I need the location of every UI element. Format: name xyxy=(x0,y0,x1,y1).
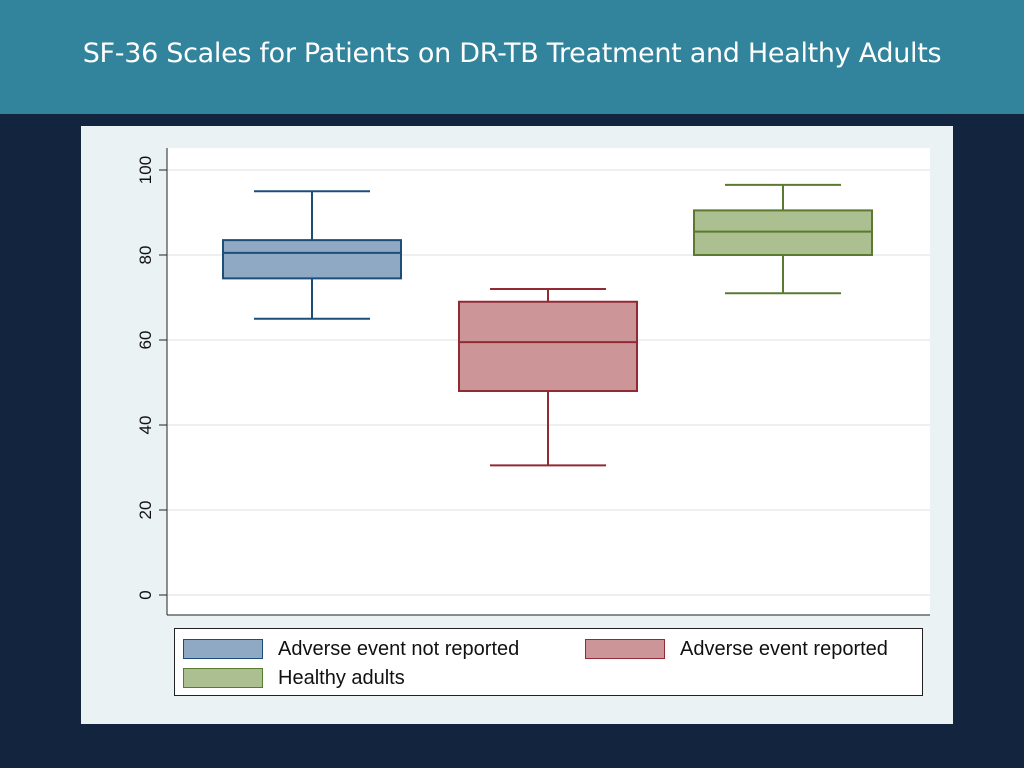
chart-panel: 0 20 40 60 80 100 Adverse event not reported … xyxy=(81,126,953,724)
y-tick-label-60: 60 xyxy=(136,331,155,350)
title-banner: SF-36 Scales for Patients on DR-TB Treat… xyxy=(0,0,1024,114)
y-tick-label-0: 0 xyxy=(136,590,155,599)
box-group-1 xyxy=(458,288,638,467)
boxes xyxy=(222,183,873,467)
y-axis: 0 20 40 60 80 100 xyxy=(136,148,930,616)
legend-swatch-adverse-not-reported xyxy=(183,639,263,659)
y-tick-label-40: 40 xyxy=(136,416,155,435)
y-tick-label-20: 20 xyxy=(136,501,155,520)
y-tick-label-100: 100 xyxy=(136,156,155,184)
iqr-box-1 xyxy=(458,300,638,392)
box-plot-chart: 0 20 40 60 80 100 xyxy=(136,148,930,616)
box-group-0 xyxy=(222,190,402,320)
iqr-box-2 xyxy=(693,209,873,256)
legend-label-adverse-reported: Adverse event reported xyxy=(680,638,888,660)
legend-label-adverse-not-reported: Adverse event not reported xyxy=(278,638,520,660)
box-group-2 xyxy=(693,183,873,295)
legend-label-healthy-adults: Healthy adults xyxy=(278,667,405,689)
legend-swatch-healthy-adults xyxy=(183,668,263,688)
y-tick-label-80: 80 xyxy=(136,246,155,265)
legend-swatch-adverse-reported xyxy=(585,639,665,659)
legend: Adverse event not reported Adverse event… xyxy=(174,628,923,696)
iqr-box-0 xyxy=(222,239,402,280)
slide-title: SF-36 Scales for Patients on DR-TB Treat… xyxy=(82,38,942,69)
